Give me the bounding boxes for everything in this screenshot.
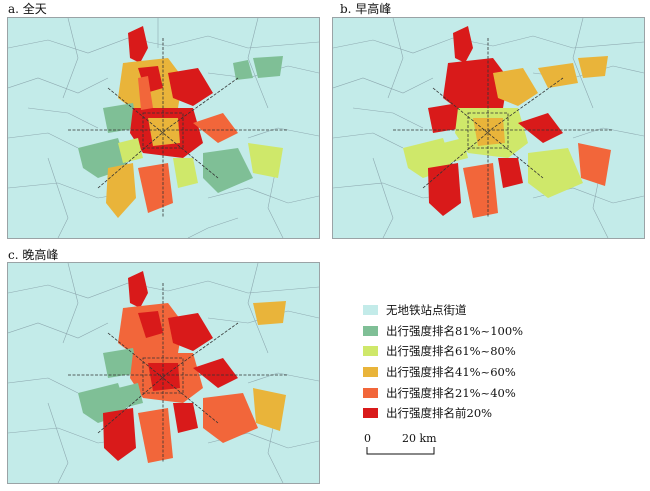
subway-lines — [393, 38, 613, 218]
legend-label: 无地铁站点街道 — [386, 303, 467, 318]
legend-swatch — [363, 367, 378, 378]
intensity-regions — [78, 271, 286, 463]
legend-swatch — [363, 346, 378, 357]
district-boundaries — [8, 263, 319, 483]
scale-bar: 0 20 km — [364, 432, 444, 458]
map-evening-peak-canvas — [8, 263, 319, 483]
legend-swatch — [363, 305, 378, 316]
legend-swatch — [363, 408, 378, 419]
subway-lines — [68, 283, 288, 463]
legend-item-top-20: 出行强度排名前20% — [363, 403, 523, 424]
legend-label: 出行强度排名61%~80% — [386, 344, 516, 359]
map-all-day — [7, 17, 320, 239]
scale-bar-line — [366, 447, 435, 455]
scale-distance-label: 20 km — [402, 432, 437, 445]
panel-title-b: b. 早高峰 — [340, 2, 392, 16]
legend-item-81-100: 出行强度排名81%~100% — [363, 321, 523, 342]
scale-zero-label: 0 — [364, 432, 371, 445]
map-legend: 无地铁站点街道 出行强度排名81%~100% 出行强度排名61%~80% 出行强… — [363, 300, 523, 424]
legend-item-no-subway: 无地铁站点街道 — [363, 300, 523, 321]
panel-title-c: c. 晚高峰 — [8, 248, 59, 262]
legend-swatch — [363, 387, 378, 398]
legend-label: 出行强度排名前20% — [386, 406, 493, 421]
legend-item-21-40: 出行强度排名21%~40% — [363, 382, 523, 403]
map-morning-peak — [332, 17, 645, 239]
map-evening-peak — [7, 262, 320, 484]
subway-lines — [68, 38, 288, 218]
legend-item-61-80: 出行强度排名61%~80% — [363, 341, 523, 362]
legend-item-41-60: 出行强度排名41%~60% — [363, 362, 523, 383]
legend-swatch — [363, 325, 378, 336]
legend-label: 出行强度排名81%~100% — [386, 323, 524, 338]
map-morning-peak-canvas — [333, 18, 644, 238]
intensity-regions — [78, 26, 283, 218]
map-all-day-canvas — [8, 18, 319, 238]
panel-title-a: a. 全天 — [8, 2, 47, 16]
legend-label: 出行强度排名41%~60% — [386, 365, 516, 380]
legend-label: 出行强度排名21%~40% — [386, 385, 516, 400]
